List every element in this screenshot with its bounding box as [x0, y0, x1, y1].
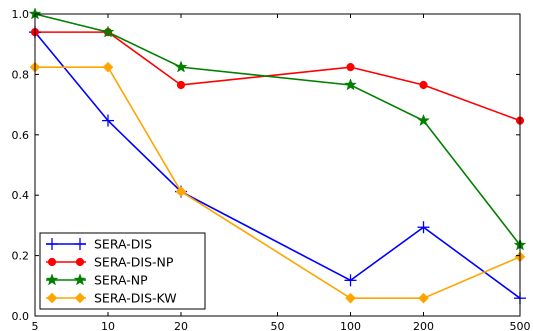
data-point-4-5 [418, 292, 429, 304]
legend-marker [73, 273, 87, 286]
x-tick-label: 5 [32, 320, 39, 331]
legend-label: SERA-DIS-KW [94, 291, 177, 306]
data-point-3-3 [174, 60, 188, 73]
series-line-2 [35, 31, 521, 122]
data-point-3-4 [344, 78, 357, 91]
axis-ticks: 5 10 20 50 100 200 500 0.0 0.2 0.4 0.6 0.8 1.0 [12, 8, 531, 331]
data-point-3-5 [417, 113, 430, 127]
y-tick-label: 0.4 [12, 189, 30, 202]
legend-label: SERA-DIS [94, 237, 152, 252]
x-tick-label: 500 [510, 320, 531, 331]
x-tick-label: 100 [340, 320, 361, 331]
y-tick-label: 0.8 [12, 68, 30, 81]
data-point-4-4 [345, 292, 356, 304]
data-point-2-3 [176, 80, 186, 90]
y-tick-label: 0.2 [12, 250, 30, 263]
data-point-1-5 [417, 221, 430, 234]
legend-label: SERA-DIS-NP [94, 255, 174, 270]
legend-marker [47, 257, 57, 267]
legend-marker [75, 257, 85, 267]
data-point-1-2 [101, 114, 114, 127]
data-point-2-5 [419, 80, 428, 90]
data-point-4-2 [102, 61, 114, 73]
legend-marker [74, 292, 86, 304]
series-line-3 [34, 13, 521, 246]
legend-box [39, 232, 206, 310]
legend-marker [45, 273, 59, 286]
legend-marker [46, 238, 58, 250]
data-point-1-4 [344, 274, 357, 287]
legend-marker [46, 292, 58, 304]
series-line-4 [35, 66, 521, 299]
series-line-1 [34, 31, 521, 299]
series-layer [28, 7, 527, 305]
x-tick-label: 200 [413, 320, 434, 331]
x-tick-label: 20 [174, 320, 188, 331]
y-tick-label: 0.6 [12, 129, 30, 142]
legend-label: SERA-NP [94, 273, 148, 288]
data-point-3-2 [101, 25, 115, 38]
data-point-2-4 [346, 63, 355, 72]
data-point-4-3 [175, 186, 187, 197]
y-tick-label: 0.0 [12, 310, 30, 323]
x-tick-label: 50 [271, 320, 285, 331]
legend-marker [74, 238, 86, 250]
x-tick-label: 10 [101, 320, 115, 331]
legend: SERA-DIS SERA-DIS-NP SERA-NP SERA-DIS-KW [39, 232, 206, 310]
y-tick-label: 1.0 [12, 8, 30, 21]
